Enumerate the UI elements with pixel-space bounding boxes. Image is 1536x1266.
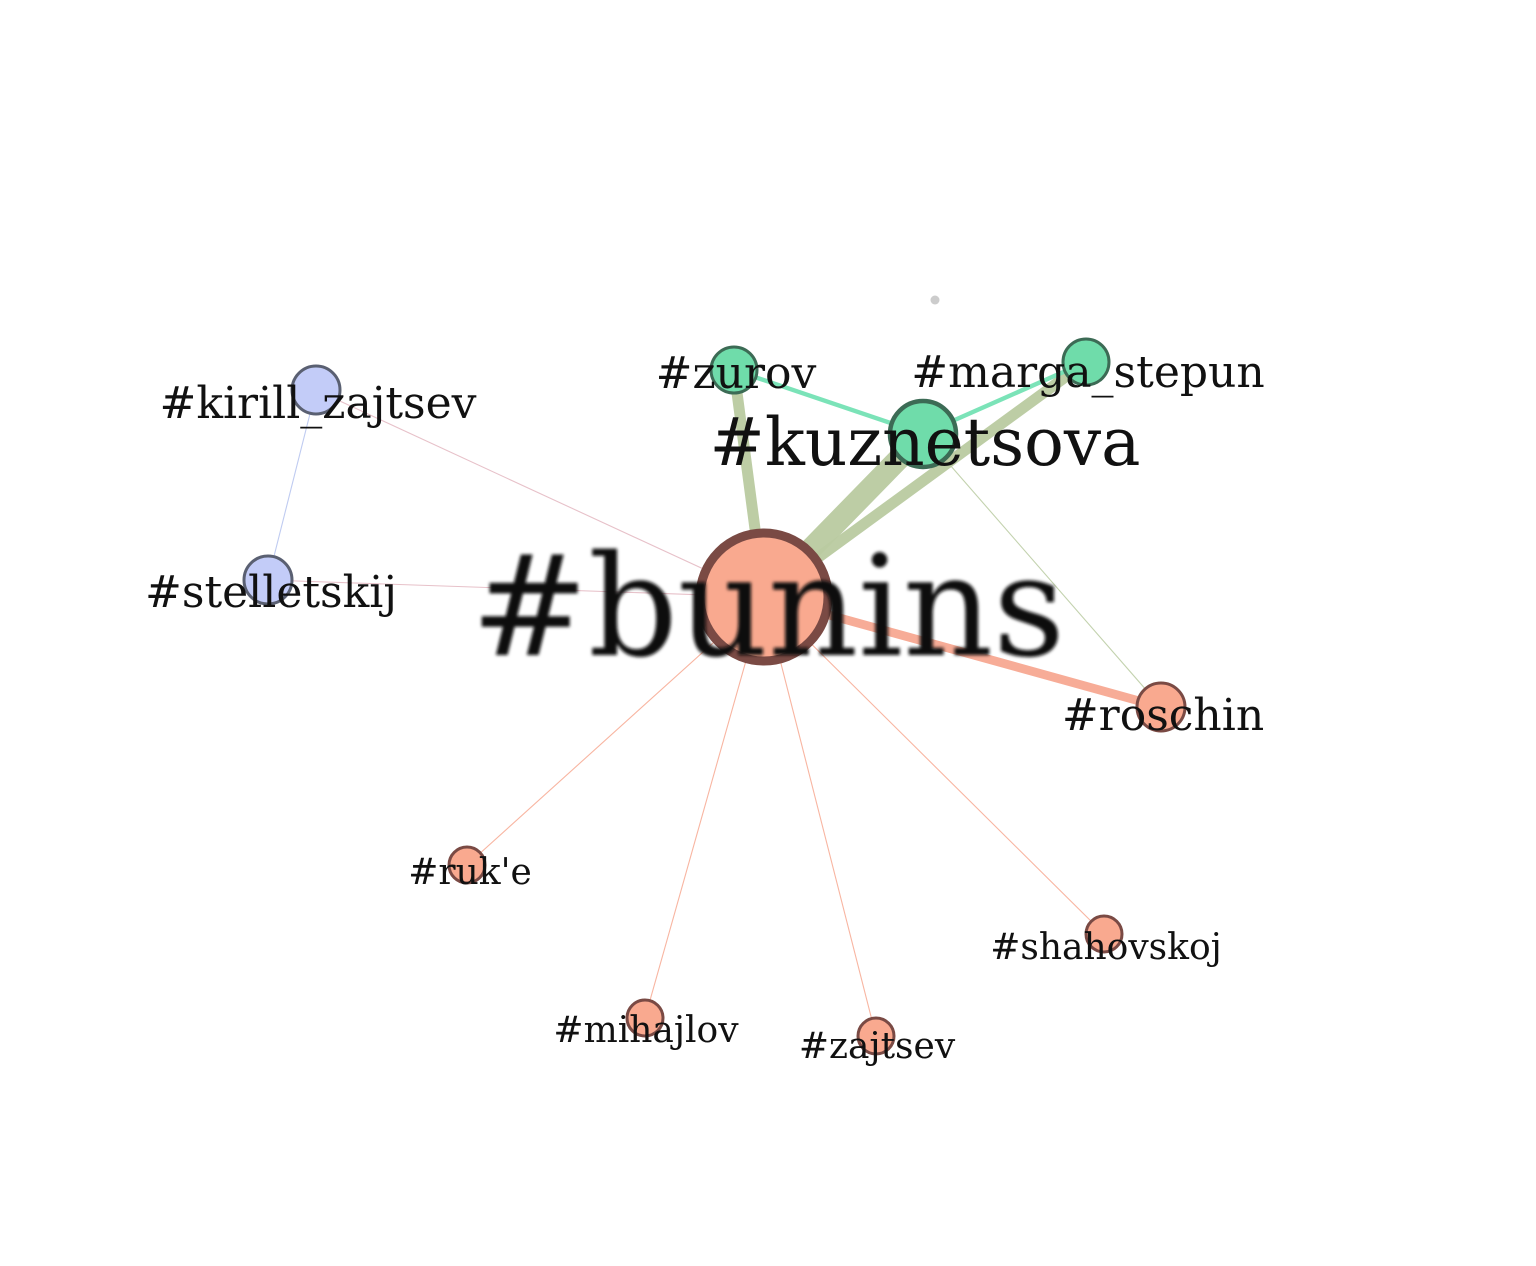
node-ruke[interactable]	[447, 845, 487, 885]
node-mihajlov[interactable]	[625, 998, 665, 1038]
edge-bunins-shahovskoj	[763, 596, 1105, 935]
stray-dot	[930, 295, 940, 305]
label-ruke: #ruk'e	[408, 852, 532, 893]
edge-bunins-roschin	[759, 592, 1166, 712]
label-shahovskoj: #shahovskoj	[990, 927, 1222, 968]
edge-bunins-mihajlov	[644, 596, 765, 1019]
node-marga_stepun[interactable]	[1061, 337, 1111, 387]
node-kirill_zajtsev[interactable]	[290, 364, 342, 416]
label-stelletskij: #stelletskij	[145, 567, 397, 618]
node-kuznetsova[interactable]	[887, 398, 959, 470]
edge-kuznetsova-roschin	[922, 433, 1162, 708]
node-zurov[interactable]	[709, 345, 759, 395]
label-bunins: #bunins	[471, 526, 1065, 689]
node-bunins[interactable]	[695, 528, 833, 666]
edge-bunins-zajtsev	[763, 596, 877, 1037]
label-roschin: #roschin	[1062, 690, 1264, 741]
edge-bunins-stelletskij	[267, 579, 765, 598]
edge-kirill_zajtsev-stelletskij	[267, 389, 317, 581]
nodes-layer	[242, 337, 1187, 1056]
labels-layer: #bunins #kuznetsova#zurov #marga_stepun #ki…	[145, 347, 1265, 1067]
node-shahovskoj[interactable]	[1084, 914, 1124, 954]
label-kuznetsova: #kuznetsova	[710, 404, 1141, 481]
node-stelletskij[interactable]	[242, 554, 294, 606]
label-kirill_zajtsev: #kirill_zajtsev	[159, 378, 476, 429]
label-zurov: #zurov	[656, 348, 817, 399]
label-marga_stepun: #marga_stepun	[911, 347, 1264, 398]
label-zajtsev: #zajtsev	[799, 1026, 956, 1067]
node-zajtsev[interactable]	[856, 1016, 896, 1056]
label-mihajlov: #mihajlov	[553, 1010, 739, 1051]
node-roschin[interactable]	[1135, 681, 1187, 733]
edge-bunins-kirill_zajtsev	[315, 389, 765, 598]
